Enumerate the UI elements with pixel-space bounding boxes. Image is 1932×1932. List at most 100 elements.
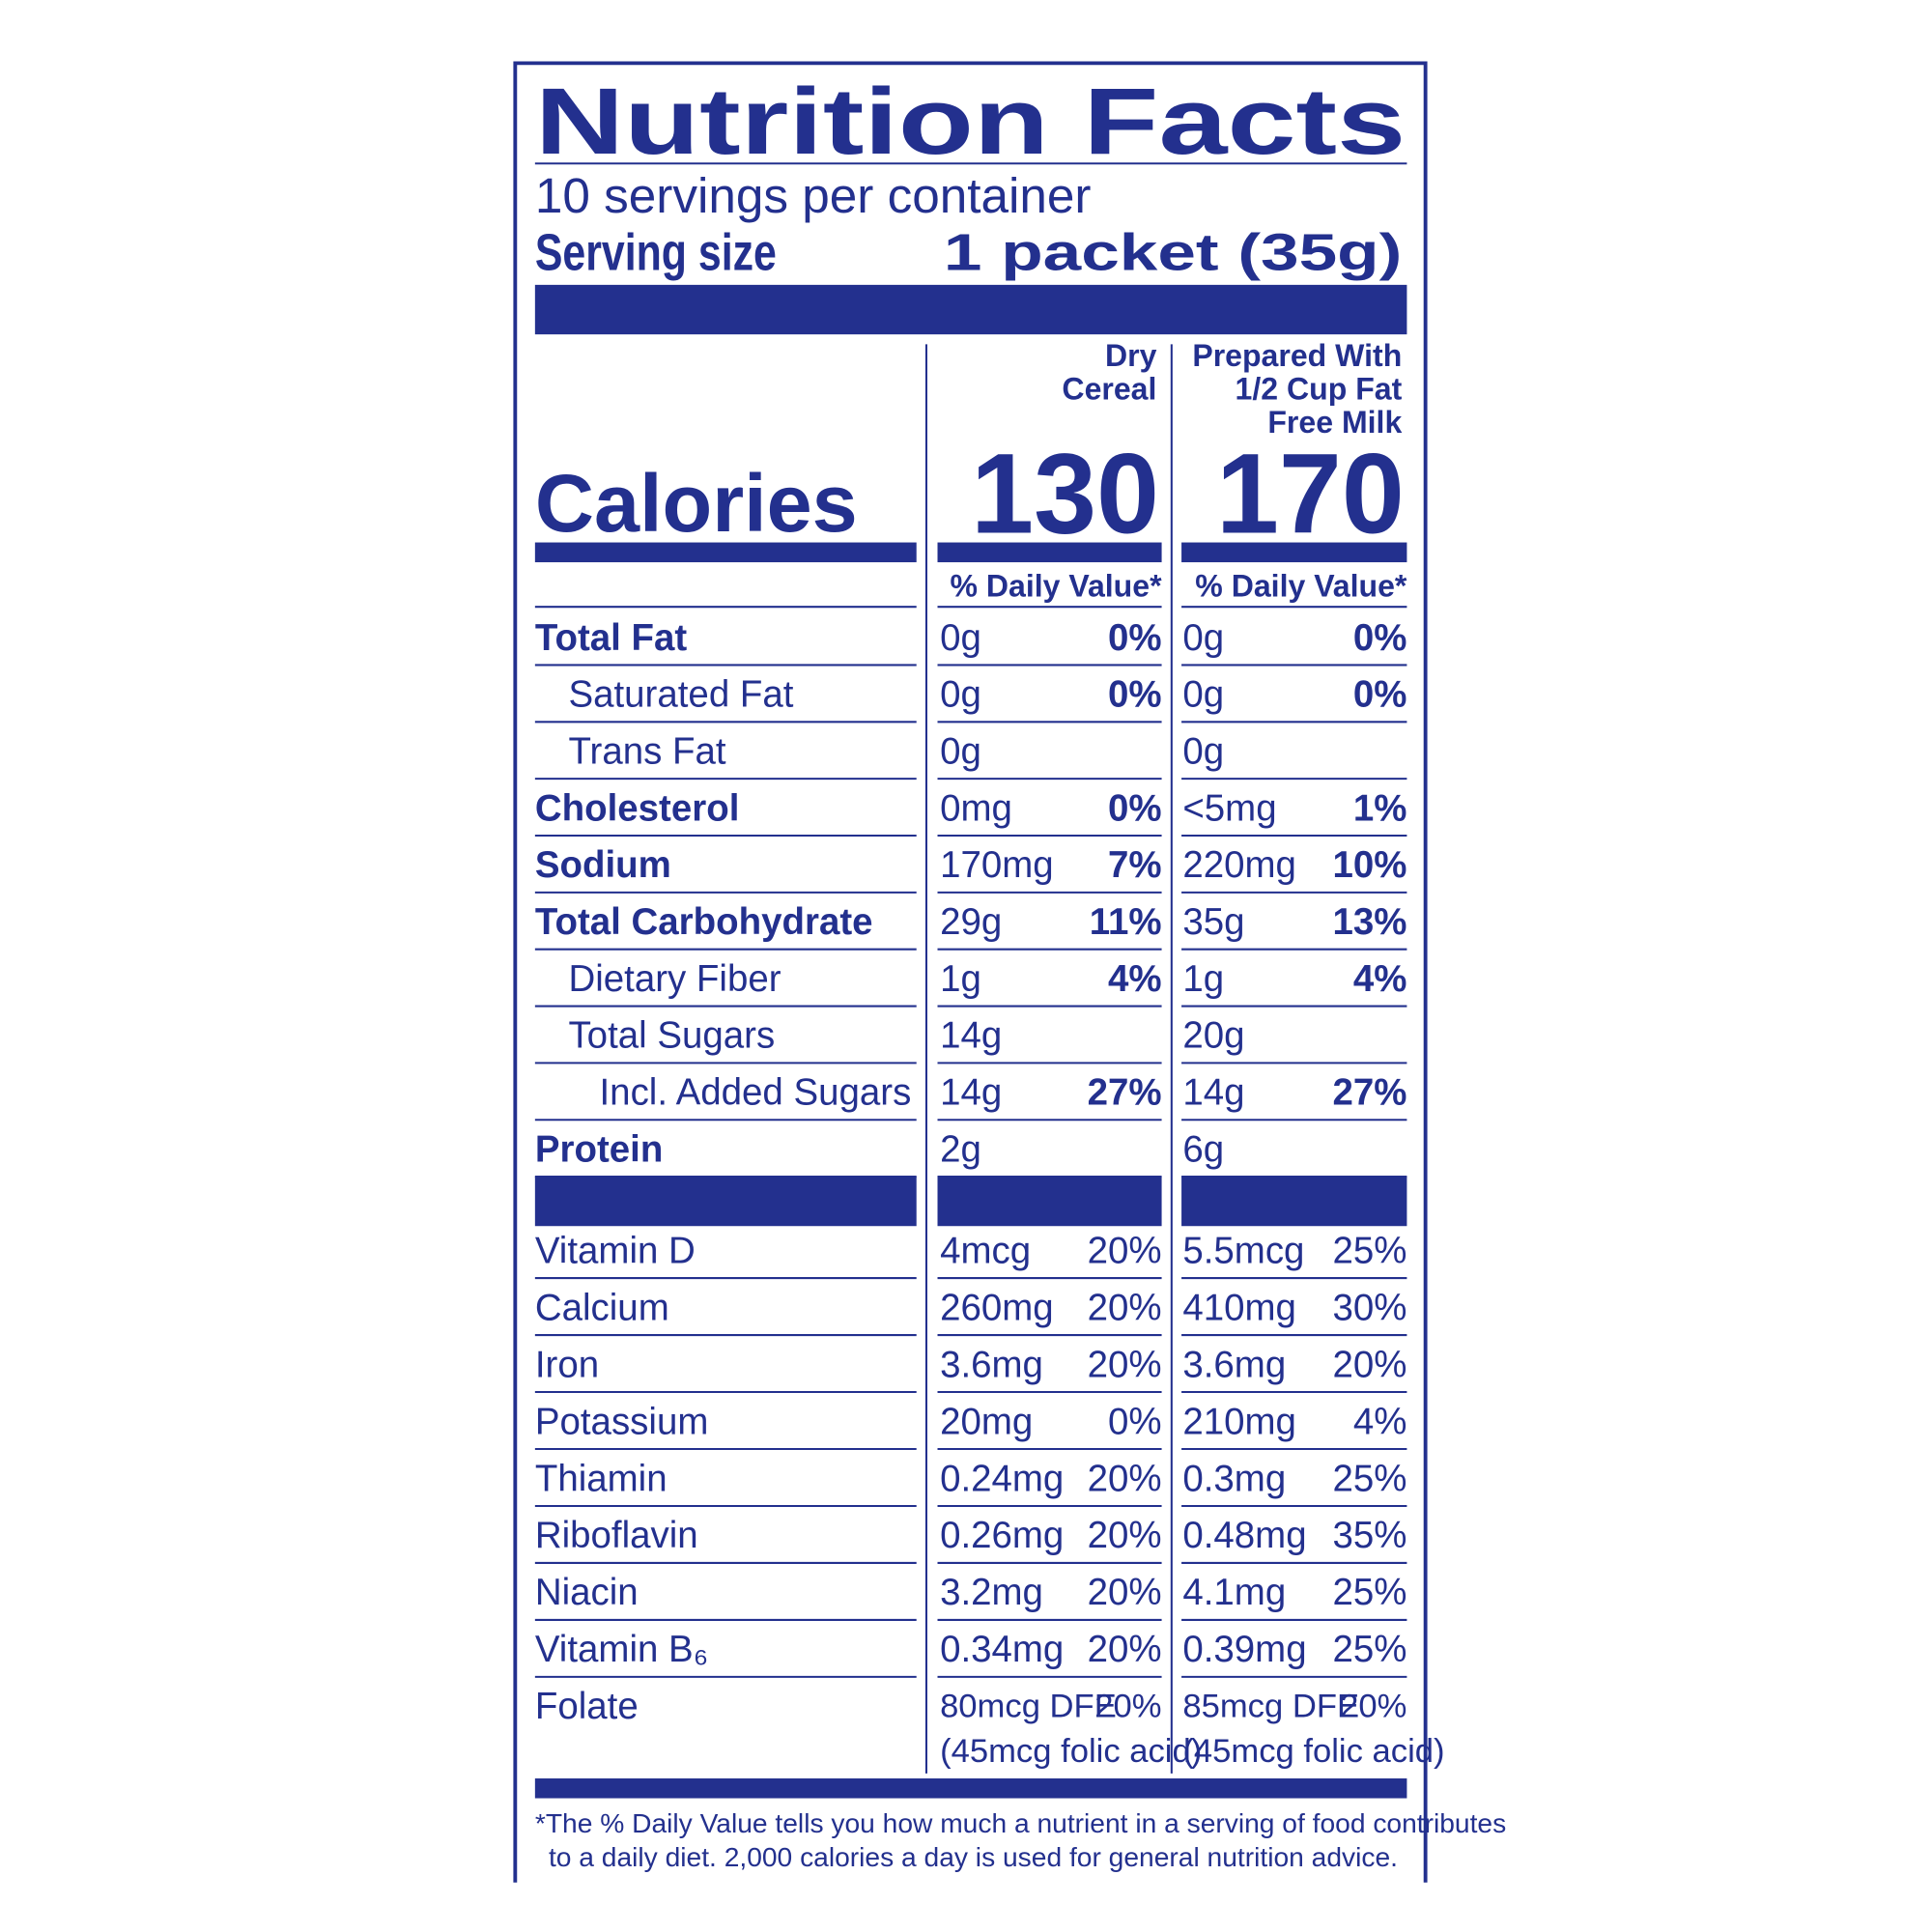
thick-bar (534, 1176, 917, 1227)
daily-value: 20% (1340, 1689, 1406, 1725)
footnote: to a daily diet. 2,000 calories a day is… (549, 1841, 1398, 1872)
column-heading: Free Milk (1267, 405, 1402, 440)
amount: 14g (1182, 1072, 1244, 1114)
column-heading: Dry (1105, 338, 1157, 373)
label-border (513, 61, 1428, 1883)
amount: 0g (940, 674, 981, 716)
daily-value: 25% (1332, 1572, 1406, 1613)
amount: 3.6mg (940, 1344, 1043, 1385)
nutrient-name: Total Sugars (568, 1015, 775, 1057)
amount: 220mg (1182, 844, 1296, 886)
thick-bar (937, 542, 1162, 563)
daily-value: 20% (1332, 1344, 1406, 1385)
amount: 0mg (940, 787, 1012, 829)
nutrient-name: Riboflavin (535, 1515, 698, 1556)
nutrient-name: Trans Fat (568, 730, 725, 772)
daily-value: 20% (1088, 1287, 1162, 1328)
daily-value-heading: % Daily Value* (1195, 568, 1407, 603)
daily-value: 0% (1353, 674, 1407, 716)
nutrient-name: Niacin (535, 1572, 639, 1613)
amount: 410mg (1182, 1287, 1296, 1328)
daily-value: 13% (1332, 901, 1406, 943)
column-heading: Prepared With (1192, 338, 1402, 373)
daily-value: 20% (1088, 1515, 1162, 1556)
thick-bar (534, 284, 1407, 335)
amount: 3.2mg (940, 1572, 1043, 1613)
amount-note: (45mcg folic acid) (1182, 1733, 1444, 1770)
daily-value: 20% (1088, 1344, 1162, 1385)
daily-value: 25% (1332, 1629, 1406, 1670)
amount: 0.34mg (940, 1629, 1064, 1670)
daily-value: 25% (1332, 1458, 1406, 1499)
amount: 4mcg (940, 1230, 1031, 1271)
calories-value: 130 (971, 429, 1159, 556)
amount: 80mcg DFE (940, 1689, 1117, 1725)
thick-bar (1181, 1176, 1407, 1227)
amount: 0g (940, 617, 981, 659)
daily-value: 11% (1090, 901, 1162, 943)
amount: 0g (1182, 617, 1224, 659)
amount: 260mg (940, 1287, 1054, 1328)
daily-value: 10% (1332, 844, 1406, 886)
amount: 0g (1182, 730, 1224, 772)
amount: 0.3mg (1182, 1458, 1286, 1499)
nutrient-name: Cholesterol (535, 787, 740, 829)
nutrient-name: Vitamin D (535, 1230, 696, 1271)
daily-value: 20% (1088, 1230, 1162, 1271)
daily-value: 0% (1108, 617, 1162, 659)
nutrient-name: Iron (535, 1344, 599, 1385)
nutrient-name: Saturated Fat (568, 674, 793, 716)
amount: 1g (940, 958, 981, 1000)
amount: 0.48mg (1182, 1515, 1306, 1556)
amount: <5mg (1182, 787, 1276, 829)
title: Nutrition Facts (535, 69, 1406, 174)
amount: 5.5mcg (1182, 1230, 1304, 1271)
amount: 0g (940, 730, 981, 772)
daily-value: 1% (1353, 787, 1407, 829)
daily-value: 27% (1332, 1072, 1406, 1114)
amount: 85mcg DFE (1182, 1689, 1359, 1725)
amount: 0g (1182, 674, 1224, 716)
daily-value: 0% (1353, 617, 1407, 659)
daily-value: 4% (1353, 1401, 1407, 1442)
amount: 3.6mg (1182, 1344, 1286, 1385)
daily-value-heading: % Daily Value* (950, 568, 1162, 603)
amount: 14g (940, 1072, 1002, 1114)
daily-value: 30% (1332, 1287, 1406, 1328)
daily-value: 0% (1108, 674, 1162, 716)
footnote: *The % Daily Value tells you how much a … (535, 1807, 1506, 1838)
daily-value: 20% (1088, 1458, 1162, 1499)
nutrient-name: Total Fat (535, 617, 688, 659)
daily-value: 25% (1332, 1230, 1406, 1271)
daily-value: 35% (1332, 1515, 1406, 1556)
amount: 2g (940, 1128, 981, 1170)
amount: 210mg (1182, 1401, 1296, 1442)
amount: 14g (940, 1015, 1002, 1057)
serving-size: 1 packet (35g) (944, 224, 1402, 282)
serving-size-label: Serving size (535, 224, 777, 282)
amount: 6g (1182, 1128, 1224, 1170)
column-heading: Cereal (1062, 372, 1156, 407)
calories-value: 170 (1216, 429, 1405, 556)
nutrient-name: Potassium (535, 1401, 709, 1442)
amount: 1g (1182, 958, 1224, 1000)
daily-value: 7% (1108, 844, 1162, 886)
daily-value: 0% (1108, 787, 1162, 829)
amount: 0.39mg (1182, 1629, 1306, 1670)
nutrient-name: Incl. Added Sugars (600, 1072, 912, 1114)
amount: 0.26mg (940, 1515, 1064, 1556)
thick-bar (1181, 542, 1407, 563)
nutrient-name: Vitamin B₆ (535, 1629, 708, 1670)
amount-note: (45mcg folic acid) (940, 1733, 1202, 1770)
daily-value: 4% (1108, 958, 1162, 1000)
daily-value: 20% (1088, 1629, 1162, 1670)
column-heading: 1/2 Cup Fat (1236, 372, 1403, 407)
amount: 29g (940, 901, 1002, 943)
daily-value: 20% (1088, 1572, 1162, 1613)
nutrient-name: Protein (535, 1128, 663, 1170)
nutrient-name: Sodium (535, 844, 671, 886)
thick-bar (534, 1778, 1407, 1799)
nutrient-name: Thiamin (535, 1458, 668, 1499)
amount: 20mg (940, 1401, 1033, 1442)
